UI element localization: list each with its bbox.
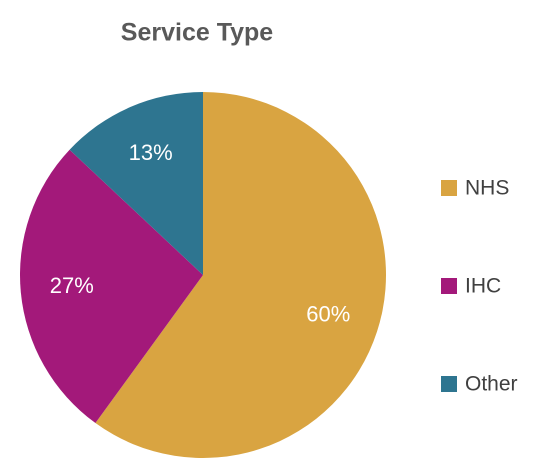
pie-slice [69, 92, 203, 275]
pie-slice [95, 92, 386, 458]
chart-title: Service Type [121, 19, 274, 47]
legend-label: IHC [465, 275, 501, 298]
value-label: 27% [50, 273, 94, 298]
value-label: 60% [306, 302, 350, 327]
legend-swatch [441, 180, 457, 196]
legend-label: NHS [465, 177, 509, 200]
legend-swatch [441, 376, 457, 392]
value-label: 13% [129, 140, 173, 165]
pie-slice [19, 149, 204, 424]
legend-label: Other [465, 373, 518, 396]
legend-swatch [441, 278, 457, 294]
